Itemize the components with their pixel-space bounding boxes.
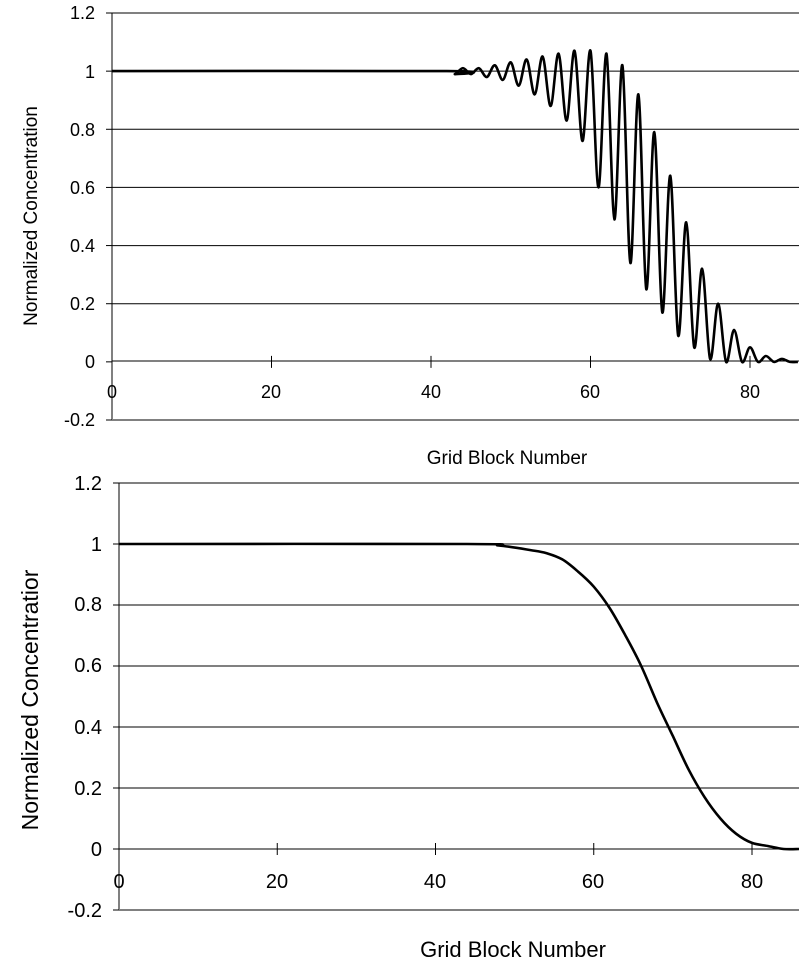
lower-y-tick-label: 0.2 <box>74 778 102 800</box>
upper-x-tick-label: 60 <box>580 382 600 402</box>
upper-y-tick-label: 0.4 <box>70 236 95 256</box>
upper-x-axis-label: Grid Block Number <box>427 448 588 469</box>
lower-y-tick-label: 1 <box>91 534 102 556</box>
upper-series-line <box>111 49 798 364</box>
upper-y-tick-label: 1 <box>85 62 95 82</box>
lower-y-tick-label: -0.2 <box>68 900 102 922</box>
lower-y-tick-label: 0.6 <box>74 655 102 677</box>
upper-y-tick-label: -0.2 <box>64 410 95 430</box>
lower-x-tick-label: 20 <box>266 871 288 893</box>
upper-y-ticks <box>106 12 112 421</box>
upper-y-tick-label: 0 <box>85 352 95 372</box>
lower-x-tick-label: 0 <box>113 871 124 893</box>
upper-x-tick-label: 40 <box>421 382 441 402</box>
lower-x-tick-label: 80 <box>741 871 763 893</box>
upper-x-tick-label: 20 <box>261 382 281 402</box>
lower-x-tick-label: 60 <box>582 871 604 893</box>
lower-y-tick-label: 0 <box>91 839 102 861</box>
lower-x-tick-label: 40 <box>424 871 446 893</box>
lower-x-axis-label: Grid Block Number <box>420 937 606 962</box>
lower-y-axis-label: Normalized Concentratior <box>17 569 43 830</box>
lower-y-ticks <box>113 482 119 911</box>
upper-y-tick-label: 1.2 <box>70 3 95 23</box>
lower-y-tick-label: 0.4 <box>74 717 102 739</box>
upper-y-tick-label: 0.8 <box>70 120 95 140</box>
lower-y-tick-label: 1.2 <box>74 473 102 495</box>
upper-y-axis-label: Normalized Concentration <box>21 106 42 326</box>
lower-series-line <box>118 542 799 851</box>
upper-y-tick-label: 0.2 <box>70 294 95 314</box>
lower-y-tick-label: 0.8 <box>74 594 102 616</box>
upper-x-tick-label: 80 <box>740 382 760 402</box>
upper-x-ticks <box>111 355 751 368</box>
upper-x-tick-label: 0 <box>107 382 117 402</box>
lower-chart: Grid Block Number Normalized Concentrati… <box>17 473 799 962</box>
upper-gridlines <box>112 12 799 305</box>
upper-y-tick-label: 0.6 <box>70 178 95 198</box>
lower-gridlines <box>119 482 799 789</box>
upper-chart: Grid Block Number Normalized Concentrati… <box>21 3 799 469</box>
